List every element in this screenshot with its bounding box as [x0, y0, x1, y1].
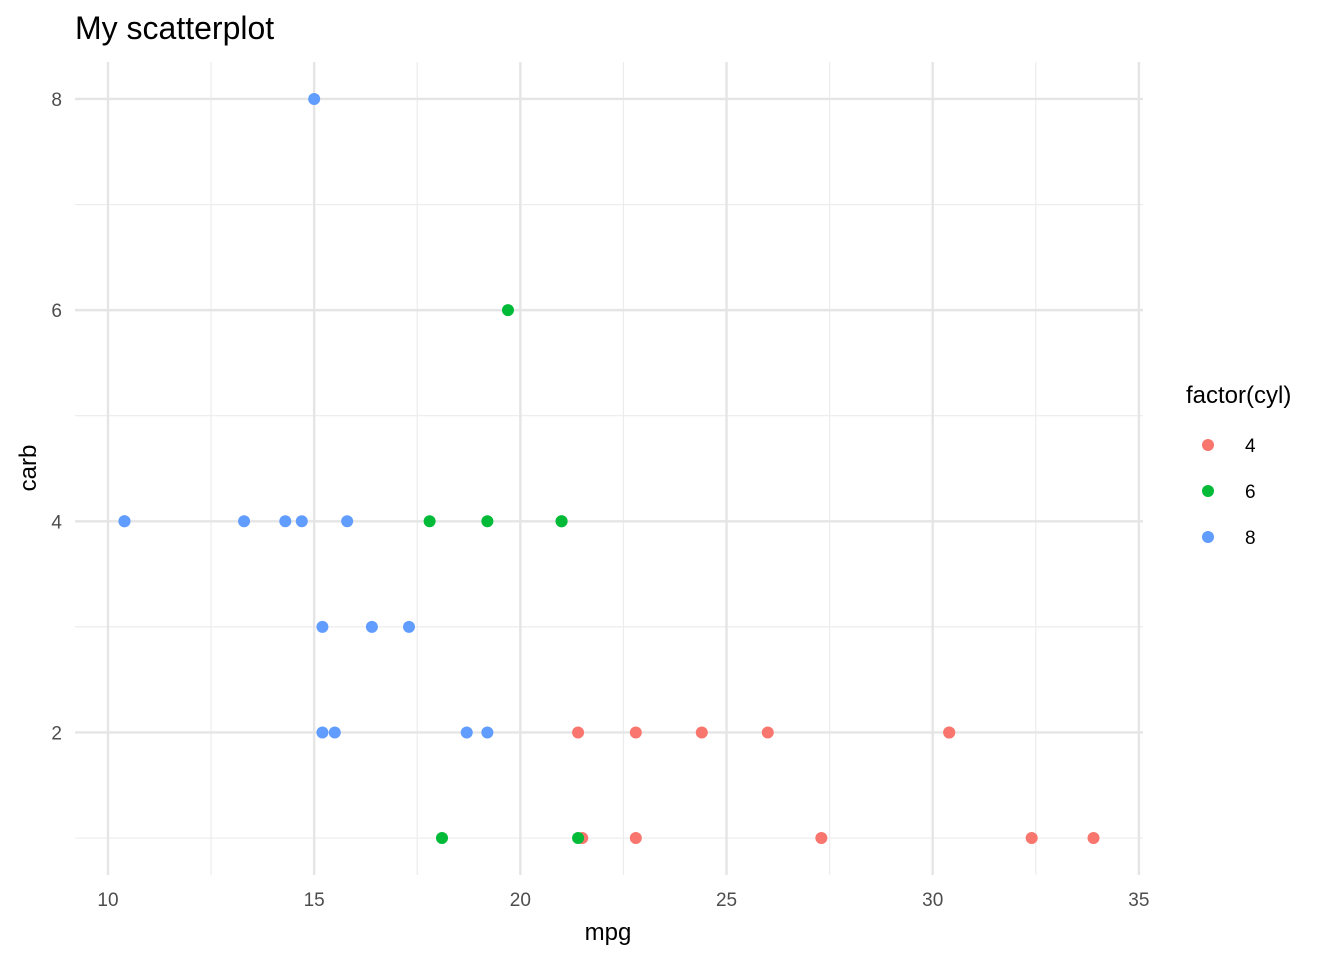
y-tick-label: 2 — [51, 723, 62, 744]
chart-title: My scatterplot — [75, 10, 274, 46]
data-point-cyl-6 — [435, 832, 448, 845]
x-tick-label: 15 — [304, 890, 325, 911]
data-point-cyl-8 — [316, 726, 329, 739]
data-point-cyl-6 — [501, 304, 514, 317]
y-tick-label: 8 — [51, 90, 62, 111]
minor-gridlines — [75, 62, 1143, 875]
data-points — [118, 92, 1100, 845]
data-point-cyl-6 — [555, 515, 568, 528]
y-tick-label: 4 — [51, 512, 62, 533]
data-point-cyl-8 — [279, 515, 292, 528]
legend-label-8: 8 — [1245, 528, 1256, 549]
data-point-cyl-8 — [308, 92, 321, 105]
data-point-cyl-8 — [328, 726, 341, 739]
y-axis-ticks: 2 4 6 8 — [51, 90, 62, 745]
data-point-cyl-8 — [316, 620, 329, 633]
data-point-cyl-6 — [423, 515, 436, 528]
x-tick-label: 10 — [97, 890, 118, 911]
legend-key-8 — [1202, 531, 1214, 543]
x-tick-label: 20 — [510, 890, 531, 911]
data-point-cyl-8 — [341, 515, 354, 528]
y-tick-label: 6 — [51, 301, 62, 322]
data-point-cyl-8 — [481, 726, 494, 739]
data-point-cyl-4 — [572, 726, 585, 739]
data-point-cyl-4 — [761, 726, 774, 739]
data-point-cyl-4 — [695, 726, 708, 739]
legend-label-4: 4 — [1245, 436, 1256, 457]
data-point-cyl-4 — [1025, 832, 1038, 845]
data-point-cyl-8 — [460, 726, 473, 739]
data-point-cyl-8 — [118, 515, 131, 528]
data-point-cyl-8 — [295, 515, 308, 528]
data-point-cyl-4 — [815, 832, 828, 845]
legend-items: 4 6 8 — [1202, 436, 1256, 549]
legend-key-4 — [1202, 439, 1214, 451]
data-point-cyl-4 — [629, 726, 642, 739]
data-point-cyl-8 — [238, 515, 251, 528]
x-axis-title: mpg — [585, 919, 632, 946]
data-point-cyl-4 — [1087, 832, 1100, 845]
data-point-cyl-4 — [629, 832, 642, 845]
x-axis-ticks: 10 15 20 25 30 35 — [97, 890, 1149, 911]
x-tick-label: 30 — [922, 890, 943, 911]
x-tick-label: 25 — [716, 890, 737, 911]
x-tick-label: 35 — [1128, 890, 1149, 911]
major-gridlines — [75, 62, 1143, 875]
legend: factor(cyl) 4 6 8 — [1186, 382, 1291, 549]
legend-label-6: 6 — [1245, 482, 1256, 503]
data-point-cyl-8 — [365, 620, 378, 633]
data-point-cyl-4 — [943, 726, 956, 739]
legend-key-6 — [1202, 485, 1214, 497]
data-point-cyl-6 — [572, 832, 585, 845]
data-point-cyl-8 — [403, 620, 416, 633]
y-axis-title: carb — [15, 445, 42, 492]
legend-title: factor(cyl) — [1186, 382, 1291, 409]
data-point-cyl-6 — [481, 515, 494, 528]
